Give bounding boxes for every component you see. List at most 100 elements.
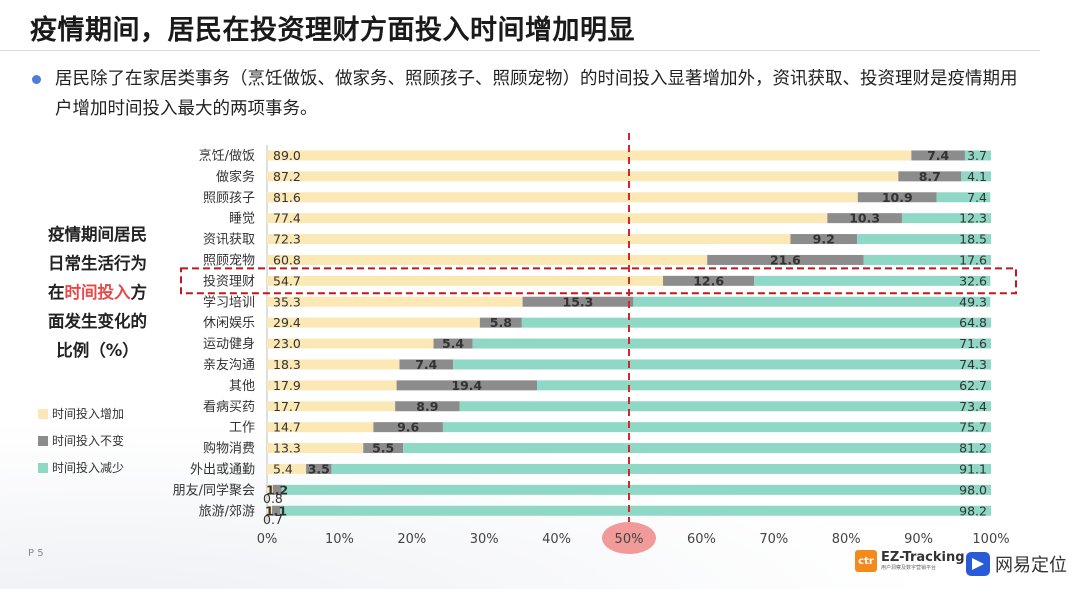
caption-line-2: 日常生活行为 (48, 254, 147, 273)
value-label-increase: 54.7 (273, 273, 301, 288)
legend-label-unchanged: 时间投入不变 (52, 434, 125, 448)
category-label: 朋友/同学聚会 (173, 482, 255, 498)
value-label-unchanged: 5.5 (372, 441, 394, 456)
legend-item-unchanged: 时间投入不变 (38, 427, 124, 454)
value-label-increase: 13.3 (273, 441, 301, 456)
legend-label-increase: 时间投入增加 (52, 407, 125, 421)
bar-segment-increase (267, 213, 828, 224)
bar-segment-unchanged (911, 150, 965, 161)
bar-segment-increase (267, 150, 912, 161)
caption-highlight: 时间投入 (64, 283, 131, 302)
value-label-decrease: 4.1 (967, 169, 987, 184)
value-label-decrease: 3.7 (967, 148, 987, 163)
value-label-unchanged: 7.4 (927, 148, 949, 163)
bar-segment-decrease (936, 192, 991, 203)
value-label-increase: 60.8 (273, 252, 301, 267)
x-tick-label: 10% (325, 532, 354, 547)
bar-segment-unchanged (396, 380, 538, 391)
value-label-decrease: 18.5 (959, 232, 987, 247)
bar-segment-decrease (964, 150, 991, 161)
bar-segment-decrease (901, 213, 991, 224)
value-label-unchanged: 21.6 (770, 252, 801, 267)
highlight-box (180, 267, 1017, 295)
bar-segment-decrease (863, 254, 991, 265)
value-label-increase: 72.3 (273, 232, 301, 247)
value-label-increase: 17.7 (273, 399, 301, 414)
caption-line-3: 在时间投入方 (30, 278, 165, 307)
category-label: 休闲娱乐 (203, 316, 255, 331)
ez-logo-title: EZ-Tracking (881, 549, 965, 565)
category-label: 外出或通勤 (190, 462, 255, 477)
ez-tracking-logo: ctr EZ-Tracking 用户洞察及数字营销平台 (855, 550, 965, 572)
value-label-decrease: 98.0 (959, 482, 987, 497)
value-label-decrease: 17.6 (959, 252, 987, 267)
bar-segment-decrease (537, 380, 991, 391)
bar-segment-increase (267, 275, 664, 286)
legend-swatch-increase (38, 408, 48, 419)
bar-segment-increase (267, 338, 434, 349)
bar-segment-decrease (857, 234, 991, 245)
value-label-unchanged: 10.3 (849, 211, 880, 226)
bar-segment-unchanged (827, 213, 902, 224)
ctr-badge-icon: ctr (855, 550, 877, 572)
bar-segment-unchanged (663, 275, 755, 286)
value-label-unchanged: 3.5 (308, 461, 330, 476)
bar-segment-decrease (280, 505, 992, 516)
bar-segment-increase (267, 296, 523, 307)
value-label-increase: 14.7 (273, 420, 301, 435)
title-divider (0, 50, 1040, 51)
caption-line-5: 比例（%） (56, 341, 139, 360)
legend-swatch-unchanged (38, 435, 48, 446)
category-label: 投资理财 (203, 273, 255, 289)
caption-line-3-pre: 在 (48, 283, 65, 302)
value-label-unchanged: 1.2 (266, 482, 288, 497)
x-tick-label: 70% (759, 532, 788, 547)
bar-segment-increase (267, 443, 364, 454)
value-label-decrease: 73.4 (959, 399, 987, 414)
bar-segment-unchanged (707, 254, 864, 265)
value-label-unchanged: 9.2 (813, 232, 835, 247)
bar-segment-increase (267, 359, 400, 370)
category-label: 看病买药 (203, 399, 255, 415)
bar-segment-unchanged (790, 234, 858, 245)
value-label-unchanged: 7.4 (415, 357, 437, 372)
bar-segment-increase (267, 234, 791, 245)
bar-segment-unchanged (395, 401, 460, 412)
legend-item-increase: 时间投入增加 (38, 400, 124, 427)
value-label-decrease: 12.3 (959, 211, 987, 226)
value-label-increase: 0.8 (263, 491, 283, 506)
category-label: 其他 (229, 379, 255, 394)
value-label-unchanged: 5.4 (442, 336, 464, 351)
chart-legend: 时间投入增加 时间投入不变 时间投入减少 (38, 400, 124, 481)
category-label: 学习培训 (203, 294, 255, 310)
value-label-increase: 0.7 (263, 512, 283, 527)
bar-segment-unchanged (306, 463, 332, 474)
ez-logo-subtitle: 用户洞察及数字营销平台 (881, 564, 937, 571)
page-number: P 5 (28, 548, 44, 559)
value-label-unchanged: 1.1 (265, 503, 287, 518)
value-label-decrease: 91.1 (959, 461, 987, 476)
x-tick-label: 80% (832, 532, 861, 547)
value-label-increase: 23.0 (273, 336, 301, 351)
legend-label-decrease: 时间投入减少 (52, 461, 125, 475)
value-label-decrease: 71.6 (959, 336, 987, 351)
x-tick-label: 100% (972, 532, 1009, 547)
value-label-unchanged: 15.3 (563, 294, 594, 309)
value-label-unchanged: 8.7 (919, 169, 941, 184)
value-label-unchanged: 5.8 (490, 315, 512, 330)
x-tick-label: 0% (257, 532, 278, 547)
netease-location-icon (966, 552, 990, 576)
x-tick-label: 30% (470, 532, 499, 547)
netease-location-logo: 网易定位 (966, 551, 1067, 577)
x-tick-label: 90% (904, 532, 933, 547)
category-label: 睡觉 (229, 212, 255, 227)
category-label: 做家务 (216, 169, 255, 185)
category-label: 亲友沟通 (203, 357, 255, 373)
x-tick-label: 60% (687, 532, 716, 547)
value-label-increase: 17.9 (273, 378, 301, 393)
value-label-increase: 18.3 (273, 357, 301, 372)
bar-segment-decrease (961, 171, 991, 182)
bar-segment-decrease (331, 463, 991, 474)
category-label: 运动健身 (203, 336, 255, 352)
bar-segment-decrease (521, 317, 991, 328)
